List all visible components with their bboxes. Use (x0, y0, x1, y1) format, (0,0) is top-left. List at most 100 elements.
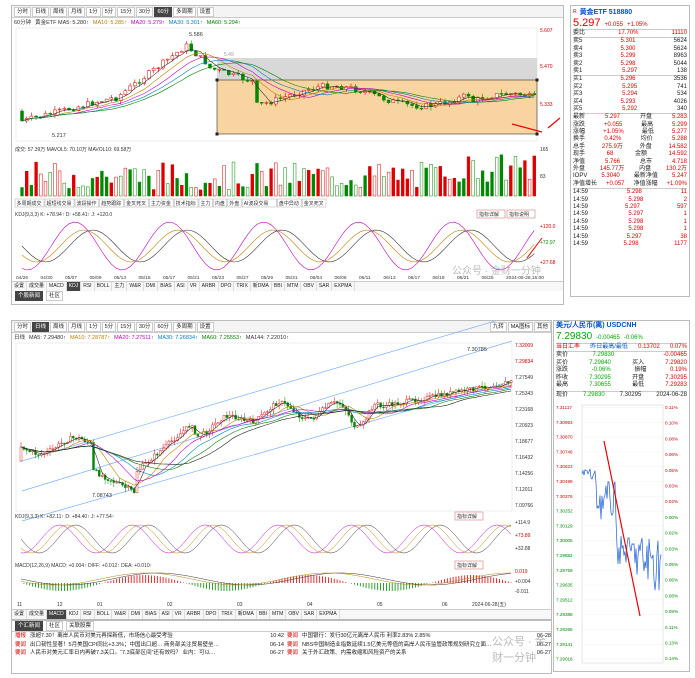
cnh-tab-多周期[interactable]: 多周期 (173, 321, 196, 332)
news-item[interactable]: 播报 涨超7.30！离岸人民币对美元再探新低，市场信心最受考验 10:42 (15, 632, 284, 641)
etf-indicator-ASI[interactable]: ASI (175, 282, 188, 291)
etf-indicator-BBI[interactable]: BBI (272, 282, 285, 291)
cnh-indicator-SAR[interactable]: SAR (302, 610, 318, 619)
cnh-indicator-VR[interactable]: VR (173, 610, 185, 619)
etf-indicator-DMI[interactable]: DMI (144, 282, 159, 291)
news-item[interactable]: 要闻 NBS中国制造业指数延续1.5亿美元等值的高岸人民币监管政策规划研究立面… 0… (287, 641, 551, 650)
etf-tab-设置[interactable]: 设置 (196, 6, 214, 17)
cnh-candle (135, 471, 139, 493)
ask-row: 卖4 5.300 5624 (573, 46, 687, 53)
etf-indicator-ARBR[interactable]: ARBR (200, 282, 219, 291)
cnh-tab-日线[interactable]: 日线 (32, 321, 50, 332)
cnh-tab-15分[interactable]: 15分 (117, 321, 135, 332)
cnh-indicator-BBI[interactable]: BBI (257, 610, 270, 619)
stat-val: 68 (606, 151, 614, 158)
news-title[interactable]: 出口韧性显著！5月美国CPI同比+3.3%；中国出口超… 商务部关注贸易壁垒… (30, 641, 220, 648)
cnh-indicator-DPO[interactable]: DPO (204, 610, 220, 619)
cnh-indicator-DMI[interactable]: DMI (129, 610, 144, 619)
etf-indicator-主力[interactable]: 主力 (112, 282, 128, 291)
etf-tab-30分[interactable]: 30分 (135, 6, 154, 17)
tick-vol: 1177 (674, 240, 687, 247)
etf-tab-多周期[interactable]: 多周期 (173, 6, 196, 17)
etf-indicator-新DMA[interactable]: 新DMA (251, 282, 272, 291)
etf-indicator-BIAS[interactable]: BIAS (158, 282, 175, 291)
news-item[interactable]: 要闻 人民币对美元汇率日内再破7.3关口。“7.3底部区间”还有效吗？ 业内：可以… (15, 649, 284, 658)
etf-indicator-成交量[interactable]: 成交量 (27, 282, 48, 291)
etf-volume-bar (405, 178, 410, 197)
etf-high-label: 5.586 (189, 32, 203, 38)
etf-indicator-TRIX[interactable]: TRIX (234, 282, 251, 291)
etf-volume-bar (161, 162, 165, 197)
etf-indicator-MACD[interactable]: MACD (47, 282, 67, 291)
news-item[interactable]: 要闻 中国银行：发行30亿元离岸人民币 利率2.83% 2.85% 06-28 (287, 632, 551, 641)
cnh-toolbar-九转[interactable]: 九转 (489, 321, 507, 332)
etf-indicator-KDJ[interactable]: KDJ (66, 282, 82, 291)
cnh-indicator-新DMA[interactable]: 新DMA (236, 610, 257, 619)
news-bottom-tab[interactable]: 关联股票 (66, 621, 95, 631)
etf-indicator-DPO[interactable]: DPO (219, 282, 235, 291)
cnh-tab-60分[interactable]: 60分 (154, 321, 173, 332)
etf-bottom-tab[interactable]: 社区 (46, 291, 64, 301)
cnh-indicator-EXPMA[interactable]: EXPMA (317, 610, 340, 619)
news-title[interactable]: 关于外汇政策、内需收缩和风险资产的关系 (302, 650, 407, 656)
etf-bottom-tabs: 个股新闻 社区 (12, 291, 563, 301)
news-title[interactable]: 中国银行：发行30亿元离岸人民币 利率2.83% 2.85% (302, 633, 431, 639)
etf-chart-svg[interactable]: 5.586 5.217 5.49 5.607 5.470 5.333 165 成交: 57.3… (12, 6, 563, 304)
cnh-tab-5分[interactable]: 5分 (101, 321, 117, 332)
etf-tab-60分[interactable]: 60分 (154, 6, 173, 17)
cnh-intraday-chart[interactable]: 7.31117 7.30993 7.30870 7.30746 7.30623 7.304… (556, 401, 689, 671)
stat-key: 最高 (641, 121, 654, 128)
etf-indicator-OBV[interactable]: OBV (301, 282, 317, 291)
etf-indicator-SAR[interactable]: SAR (317, 282, 333, 291)
cnh-indicator-RSI[interactable]: RSI (81, 610, 95, 619)
cnh-tab-分时[interactable]: 分时 (14, 321, 32, 332)
news-title[interactable]: NBS中国制造业指数延续1.5亿美元等值的高岸人民币监管政策规划研究立面… (302, 641, 492, 648)
etf-volume-bar (438, 166, 442, 197)
cnh-tab-30分[interactable]: 30分 (135, 321, 154, 332)
etf-tab-周线[interactable]: 周线 (50, 6, 68, 17)
cnh-candle (98, 469, 101, 477)
cnh-tab-设置[interactable]: 设置 (196, 321, 214, 332)
etf-kdj-button (506, 209, 536, 219)
etf-tab-日线[interactable]: 日线 (32, 6, 50, 17)
etf-indicator-RSI[interactable]: RSI (81, 282, 95, 291)
etf-tab-15分[interactable]: 15分 (117, 6, 135, 17)
etf-tab-分时[interactable]: 分时 (14, 6, 32, 17)
cnh-indicator-设置[interactable]: 设置 (12, 610, 28, 619)
news-title[interactable]: 人民币对美元汇率日内再破7.3关口。“7.3底部区间”还有效吗？ 业内：可以… (30, 650, 216, 656)
etf-bottom-tab[interactable]: 个股新闻 (15, 291, 44, 301)
cnh-indicator-BIAS[interactable]: BIAS (143, 610, 160, 619)
cnh-tab-周线[interactable]: 周线 (50, 321, 68, 332)
cnh-indicator-KDJ[interactable]: KDJ (67, 610, 82, 619)
etf-tab-5分[interactable]: 5分 (101, 6, 117, 17)
news-item[interactable]: 要闻 出口韧性显著！5月美国CPI同比+3.3%；中国出口超… 商务部关注贸易壁垒… (15, 641, 284, 650)
cnh-indicator-ARBR[interactable]: ARBR (185, 610, 204, 619)
cnh-indicator-W&R[interactable]: W&R (112, 610, 130, 619)
news-item[interactable]: 要闻 关于外汇政策、内需收缩和风险资产的关系 06-27 (287, 649, 551, 658)
etf-indicator-BOLL[interactable]: BOLL (95, 282, 113, 291)
cnh-toolbar-MA图标[interactable]: MA图标 (507, 321, 533, 332)
cnh-indicator-MACD[interactable]: MACD (47, 610, 67, 619)
news-bottom-tab[interactable]: 社区 (46, 621, 64, 631)
etf-indicator-EXPMA[interactable]: EXPMA (332, 282, 355, 291)
cnh-indicator-MTM[interactable]: MTM (270, 610, 287, 619)
cnh-toolbar-其他[interactable]: 其他 (533, 321, 551, 332)
cnh-chart-svg[interactable]: 7.30785 7.08743 7.32009 7.29834 7.27549 7.253… (12, 321, 551, 619)
etf-indicator-W&R[interactable]: W&R (127, 282, 145, 291)
cnh-tab-月线[interactable]: 月线 (68, 321, 86, 332)
etf-indicator-MTM[interactable]: MTM (285, 282, 302, 291)
etf-indicator-设置[interactable]: 设置 (12, 282, 28, 291)
etf-tab-1分[interactable]: 1分 (86, 6, 101, 17)
cnh-tab-1分[interactable]: 1分 (86, 321, 101, 332)
etf-indicator-VR[interactable]: VR (188, 282, 200, 291)
cnh-indicator-BOLL[interactable]: BOLL (95, 610, 113, 619)
etf-tab-月线[interactable]: 月线 (68, 6, 86, 17)
etf-candle (109, 97, 114, 100)
cnh-period-tabs: 分时 日线 周线 月线 1分 5分 15分 30分 60分 多周期 设置 九转 MA图标 其他 (12, 321, 551, 333)
cnh-indicator-成交量[interactable]: 成交量 (27, 610, 48, 619)
cnh-indicator-TRIX[interactable]: TRIX (219, 610, 236, 619)
news-bottom-tab[interactable]: 个汇新闻 (15, 621, 44, 631)
cnh-indicator-OBV[interactable]: OBV (286, 610, 302, 619)
cnh-indicator-ASI[interactable]: ASI (160, 610, 173, 619)
news-title[interactable]: 涨超7.30！离岸人民币对美元再探新低，市场信心最受考验 (30, 633, 173, 639)
